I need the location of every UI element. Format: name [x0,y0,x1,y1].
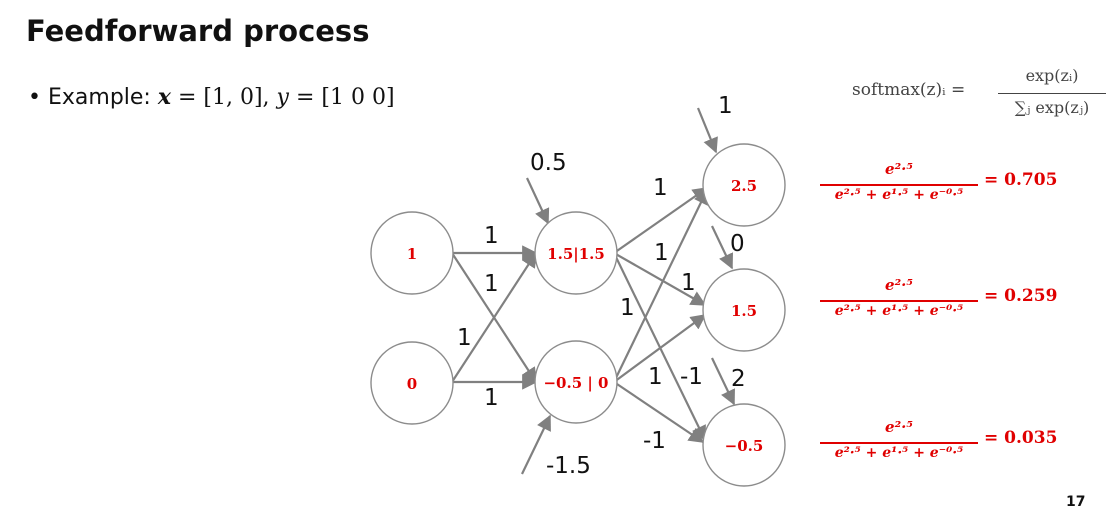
weight-in1-h1: 1 [484,223,499,249]
bias-arrow-o3 [711,357,735,406]
weight-h1-o1: 1 [653,175,668,201]
hidden-value-2: −0.5 | 0 [543,374,608,392]
result-2-denominator: e²·⁵ + e¹·⁵ + e⁻⁰·⁵ [834,303,964,319]
weight-h1-o3: 1 [620,295,635,321]
weight-h1-o2: 1 [654,240,669,266]
bias-label-hidden-1: 0.5 [530,150,567,176]
edge-h1-o1 [613,187,709,254]
example-label: Example: [47,85,151,110]
bias-arrow-h1 [526,177,550,225]
edge-h1-o2 [613,252,707,306]
result-1-denominator: e²·⁵ + e¹·⁵ + e⁻⁰·⁵ [834,187,964,203]
softmax-lhs: softmax(z)ᵢ = [852,80,966,100]
bias-arrow-o2 [711,225,733,270]
weight-in2-h1: 1 [457,325,472,351]
weight-h2-o1: 1 [681,270,696,296]
softmax-result-3: e²·⁵ e²·⁵ + e¹·⁵ + e⁻⁰·⁵ = 0.035 [820,418,1070,468]
example-line: • Example: x = [1, 0], y = [1 0 0] [28,84,395,110]
edges [451,107,735,475]
weight-in2-h2: 1 [484,385,499,411]
output-value-2: 1.5 [731,302,757,320]
hidden-node-2 [534,340,618,424]
edge-h2-o2 [613,314,707,383]
result-3-value: = 0.035 [984,428,1058,448]
input-node-2 [370,341,454,425]
output-node-2 [702,268,786,352]
bullet-marker: • [28,85,41,110]
result-1-numerator: e²·⁵ [885,160,913,178]
page-number: 17 [1066,494,1086,510]
edge-h2-o1 [613,188,708,383]
softmax-formula: softmax(z)ᵢ = exp(zᵢ) ∑ⱼ exp(zⱼ) [852,66,1112,130]
output-value-1: 2.5 [731,177,757,195]
input-node-1 [370,211,454,295]
weight-in1-h2: 1 [484,271,499,297]
input-value-1: 1 [407,245,417,263]
output-value-3: −0.5 [725,437,764,455]
bias-label-output-2: 0 [730,231,745,257]
edge-in2-h1 [451,251,537,383]
weight-h1-o3-lower: -1 [643,428,666,454]
result-2-numerator: e²·⁵ [885,276,913,294]
edge-h2-o3 [613,381,705,443]
result-3-numerator: e²·⁵ [885,418,913,436]
result-1-value: = 0.705 [984,170,1058,190]
softmax-result-2: e²·⁵ e²·⁵ + e¹·⁵ + e⁻⁰·⁵ = 0.259 [820,276,1070,326]
output-node-1 [702,143,786,227]
softmax-denominator: ∑ⱼ exp(zⱼ) [1014,98,1090,117]
result-2-value: = 0.259 [984,286,1058,306]
bias-arrow-o1 [696,107,718,154]
hidden-value-1: 1.5|1.5 [547,245,605,263]
result-1-fraction-bar [820,184,978,186]
weight-h2-o2: 1 [648,364,663,390]
input-value-2: 0 [407,375,417,393]
bias-label-output-1: 1 [718,93,733,119]
y-value: = [1 0 0] [295,85,395,110]
result-3-fraction-bar [820,442,978,444]
output-node-3 [702,403,786,487]
softmax-result-1: e²·⁵ e²·⁵ + e¹·⁵ + e⁻⁰·⁵ = 0.705 [820,160,1070,210]
softmax-fraction-bar [998,93,1106,94]
x-variable: x [157,84,171,110]
bias-arrow-h2 [521,414,551,475]
hidden-node-1 [534,211,618,295]
bias-label-output-3: 2 [731,366,746,392]
slide-title: Feedforward process [26,14,370,48]
result-3-denominator: e²·⁵ + e¹·⁵ + e⁻⁰·⁵ [834,445,964,461]
bias-label-hidden-2: -1.5 [546,453,591,479]
weight-h2-o3: -1 [680,364,703,390]
y-variable: y [276,85,289,110]
result-2-fraction-bar [820,300,978,302]
edge-h1-o3 [613,252,706,442]
softmax-numerator: exp(zᵢ) [1025,66,1079,85]
nodes [370,143,786,487]
x-value: = [1, 0], [177,85,270,110]
